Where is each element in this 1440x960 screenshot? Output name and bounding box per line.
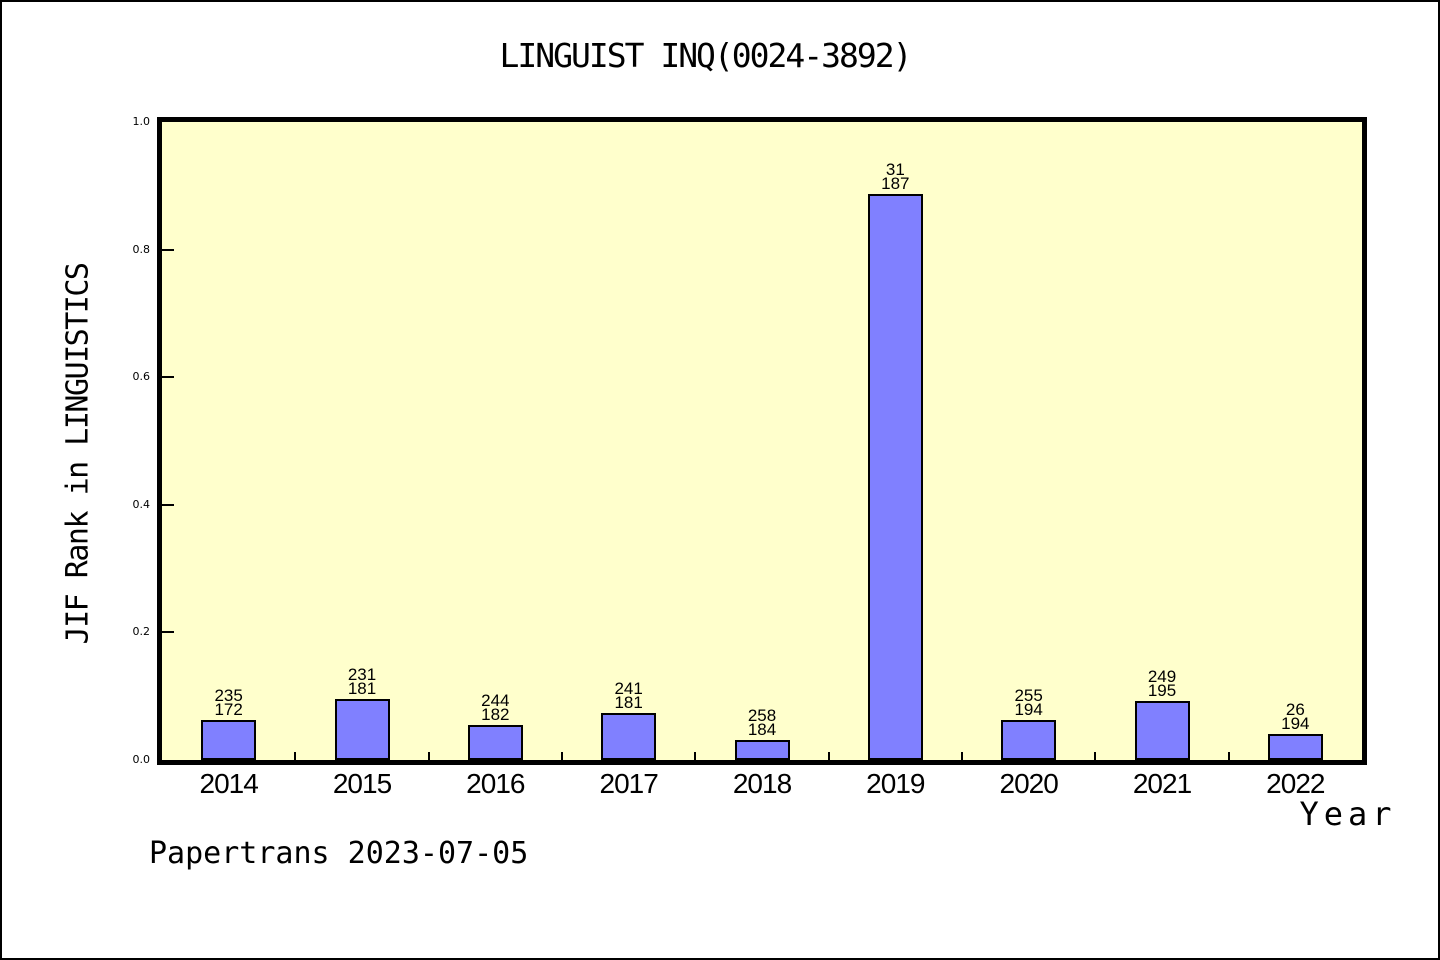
x-tick-mark [1227,752,1230,760]
bar-2016 [467,725,523,760]
x-tick-label-2017: 2017 [599,768,659,799]
bar-2017 [601,713,657,760]
x-tick-label-2019: 2019 [866,768,925,799]
x-tick-mark [427,752,430,760]
y-tick-label: 0.2 [132,625,151,639]
bar-2020 [1001,720,1057,760]
y-tick-label: 0.8 [132,242,151,256]
x-tick-label-2021: 2021 [1132,768,1192,799]
y-tick-mark [162,503,174,506]
bar-2015 [334,699,390,760]
bar-2021 [1134,701,1190,760]
x-tick-mark [561,752,563,760]
y-tick-label: 0.4 [132,497,151,511]
y-axis-label: JIF Rank in LINGUISTICS [60,263,96,645]
bar-value-label-2017: 241 181 [614,679,643,712]
x-tick-label-2015: 2015 [332,768,392,799]
bar-2014 [201,720,257,760]
y-tick-mark [162,248,174,251]
y-tick-label: 0.0 [132,753,151,766]
x-axis-label: Year [1299,795,1397,833]
bar-value-label-2014: 235 172 [214,686,243,719]
bar-2018 [734,740,790,760]
bar-value-label-2018: 258 184 [747,706,777,739]
x-tick-mark [294,752,297,760]
x-tick-mark [694,752,697,760]
x-tick-mark [827,752,830,760]
bar-2019 [867,194,923,760]
x-tick-label-2022: 2022 [1266,768,1325,799]
bar-value-label-2020: 255 194 [1014,686,1043,719]
x-tick-label-2016: 2016 [466,768,525,799]
x-tick-label-2018: 2018 [732,768,792,799]
plot-area: 235 172 231 181 244 182 241 181 258 184 31 18… [157,117,1367,765]
x-tick-label-2014: 2014 [199,768,259,799]
y-tick-label: 0.6 [132,370,151,384]
bar-2022 [1267,734,1323,760]
bar-value-label-2022: 26 194 [1281,700,1310,733]
bar-value-label-2016: 244 182 [481,691,510,724]
bar-value-label-2019: 31 187 [881,160,910,193]
y-tick-mark [162,631,174,634]
x-tick-mark [961,752,963,760]
bar-value-label-2015: 231 181 [347,665,377,698]
watermark-text: Papertrans 2023-07-05 [149,836,529,871]
y-tick-label: 1.0 [132,115,151,128]
x-tick-mark [1094,752,1097,760]
chart-title: LINGUIST INQ(0024-3892) [499,36,913,75]
bar-value-label-2021: 249 195 [1147,667,1177,700]
y-tick-mark [162,376,174,379]
x-tick-label-2020: 2020 [999,768,1059,799]
